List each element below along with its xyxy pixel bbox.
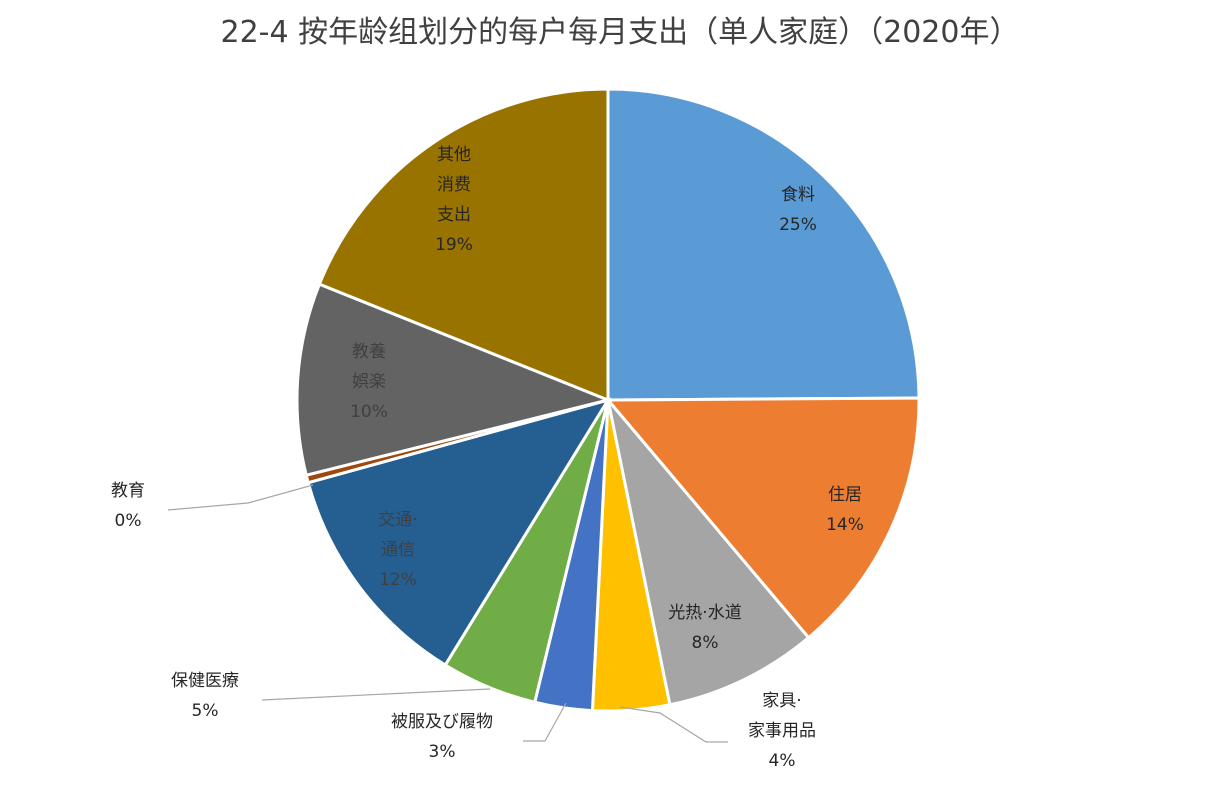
leader-line-3 [619, 706, 728, 743]
slice-label-8: 教養娯楽 10% [350, 342, 388, 422]
slice-label-3: 家具· 家事用品 4% [748, 691, 816, 771]
slice-name-2: 光热·水道 [668, 603, 741, 623]
pie-slice-1 [604, 396, 921, 640]
slice-name-6: 交通· [378, 510, 417, 530]
pie-slice-2 [606, 399, 811, 707]
slice-label-4: 被服及び履物 3% [391, 712, 493, 762]
slice-percent-2: 8% [692, 633, 719, 653]
slice-name-3: 家事用品 [748, 721, 816, 741]
slice-name-1: 住居 [828, 485, 862, 505]
slice-name-3: 家具· [762, 691, 801, 711]
leader-line-5 [261, 688, 491, 701]
pie-slice-8 [295, 282, 613, 477]
slice-percent-9: 19% [435, 235, 473, 255]
pie-slice-6 [306, 397, 612, 668]
slice-name-8: 教養 [352, 342, 386, 362]
slice-name-9: 消费 [437, 175, 471, 195]
slice-name-0: 食料 [781, 185, 815, 205]
slice-percent-1: 14% [826, 515, 864, 535]
slice-name-9: 其他 [437, 145, 471, 165]
slice-percent-8: 10% [350, 402, 388, 422]
slice-name-5: 保健医療 [171, 671, 239, 691]
leader-line-4 [523, 702, 567, 742]
slice-label-6: 交通· 通信 12% [378, 510, 417, 590]
slice-name-8: 娯楽 [352, 372, 386, 392]
slice-label-9: 其他消费支出 19% [435, 145, 473, 255]
slice-percent-4: 3% [429, 742, 456, 762]
leader-lines [167, 484, 728, 743]
pie-slice-9 [317, 87, 610, 403]
slice-name-6: 通信 [381, 540, 415, 560]
slice-label-5: 保健医療 5% [171, 671, 239, 721]
slice-percent-5: 5% [192, 701, 219, 721]
slice-label-1: 住居 14% [826, 485, 864, 535]
data-labels: 食料 25% 住居 14% 光热·水道 8% 家具· 家事用品 4% 被服及び履物 3% 保健医療 5%… [111, 145, 864, 771]
slice-percent-3: 4% [769, 751, 796, 771]
slice-percent-7: 0% [115, 511, 142, 531]
slice-label-2: 光热·水道 8% [668, 603, 741, 653]
slice-label-0: 食料 25% [779, 185, 817, 235]
slice-name-7: 教育 [111, 481, 145, 501]
pie-slice-0 [606, 87, 921, 402]
chart-title: 22-4 按年龄组划分的每户每月支出（单人家庭）（2020年） [221, 15, 1020, 50]
slice-percent-6: 12% [379, 570, 417, 590]
slice-label-7: 教育 0% [111, 481, 145, 531]
slice-name-4: 被服及び履物 [391, 712, 493, 732]
pie-slices [295, 87, 921, 713]
leader-line-7 [167, 484, 314, 511]
slice-percent-0: 25% [779, 215, 817, 235]
slice-name-9: 支出 [437, 205, 471, 225]
